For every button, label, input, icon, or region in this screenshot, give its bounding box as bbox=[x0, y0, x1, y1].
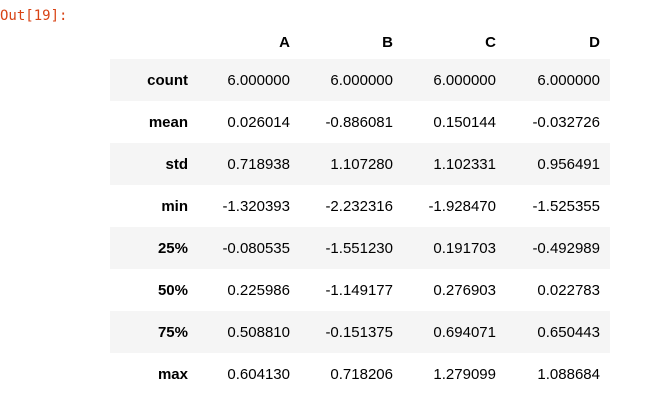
table-cell: -0.151375 bbox=[325, 323, 393, 341]
table-row: min -1.320393 -2.232316 -1.928470 -1.525355 bbox=[110, 185, 610, 227]
header-row: A B C D bbox=[110, 25, 610, 59]
table-cell: 0.276903 bbox=[433, 281, 496, 299]
row-label: count bbox=[147, 71, 188, 89]
column-header: B bbox=[382, 33, 393, 51]
table-cell: 0.650443 bbox=[537, 323, 600, 341]
table-body: count 6.000000 6.000000 6.000000 6.000000 mea… bbox=[110, 59, 610, 395]
table-cell: 0.604130 bbox=[227, 365, 290, 383]
row-label: 50% bbox=[157, 281, 188, 299]
table-cell: -1.149177 bbox=[325, 281, 393, 299]
row-label: max bbox=[157, 365, 188, 383]
table-cell: 0.191703 bbox=[433, 239, 496, 257]
row-label: std bbox=[165, 155, 189, 173]
table-row: 25% -0.080535 -1.551230 0.191703 -0.492989 bbox=[110, 227, 610, 269]
table-row: std 0.718938 1.107280 1.102331 0.956491 bbox=[110, 143, 610, 185]
table-cell: 6.000000 bbox=[330, 71, 393, 89]
table-row: max 0.604130 0.718206 1.279099 1.088684 bbox=[110, 353, 610, 395]
table-cell: -1.928470 bbox=[428, 197, 496, 215]
table-cell: 1.088684 bbox=[537, 365, 600, 383]
table-header: A B C D bbox=[110, 25, 610, 59]
table-cell: 1.279099 bbox=[433, 365, 496, 383]
table-cell: 0.508810 bbox=[227, 323, 290, 341]
table-cell: -1.525355 bbox=[532, 197, 600, 215]
row-label: 25% bbox=[157, 239, 188, 257]
column-header: C bbox=[485, 33, 496, 51]
table-cell: 0.026014 bbox=[227, 113, 290, 131]
table-cell: -1.551230 bbox=[325, 239, 393, 257]
output-prompt: Out[19]: bbox=[0, 8, 68, 24]
table-row: mean 0.026014 -0.886081 0.150144 -0.032726 bbox=[110, 101, 610, 143]
table-cell: -0.080535 bbox=[222, 239, 290, 257]
table-cell: 0.150144 bbox=[433, 113, 496, 131]
column-header: A bbox=[279, 33, 290, 51]
table-cell: 0.694071 bbox=[433, 323, 496, 341]
table-cell: 1.102331 bbox=[433, 155, 496, 173]
row-label: mean bbox=[148, 113, 188, 131]
row-label: min bbox=[161, 197, 188, 215]
table-cell: 6.000000 bbox=[227, 71, 290, 89]
column-header bbox=[110, 25, 198, 59]
table-cell: -0.492989 bbox=[532, 239, 600, 257]
table-cell: 0.718938 bbox=[227, 155, 290, 173]
table-cell: -1.320393 bbox=[222, 197, 290, 215]
table-cell: 0.225986 bbox=[227, 281, 290, 299]
table-cell: 0.956491 bbox=[537, 155, 600, 173]
table-row: count 6.000000 6.000000 6.000000 6.000000 bbox=[110, 59, 610, 101]
column-header: D bbox=[589, 33, 600, 51]
table-cell: 6.000000 bbox=[433, 71, 496, 89]
table-cell: -0.032726 bbox=[532, 113, 600, 131]
table-cell: 0.718206 bbox=[330, 365, 393, 383]
table-cell: -0.886081 bbox=[325, 113, 393, 131]
row-label: 75% bbox=[157, 323, 188, 341]
table-cell: 1.107280 bbox=[330, 155, 393, 173]
table-row: 50% 0.225986 -1.149177 0.276903 0.022783 bbox=[110, 269, 610, 311]
dataframe-table: A B C D count 6.000000 6.000000 6.000000 6.0000… bbox=[110, 25, 610, 395]
table-cell: 6.000000 bbox=[537, 71, 600, 89]
table-row: 75% 0.508810 -0.151375 0.694071 0.650443 bbox=[110, 311, 610, 353]
table-cell: -2.232316 bbox=[325, 197, 393, 215]
table-cell: 0.022783 bbox=[537, 281, 600, 299]
